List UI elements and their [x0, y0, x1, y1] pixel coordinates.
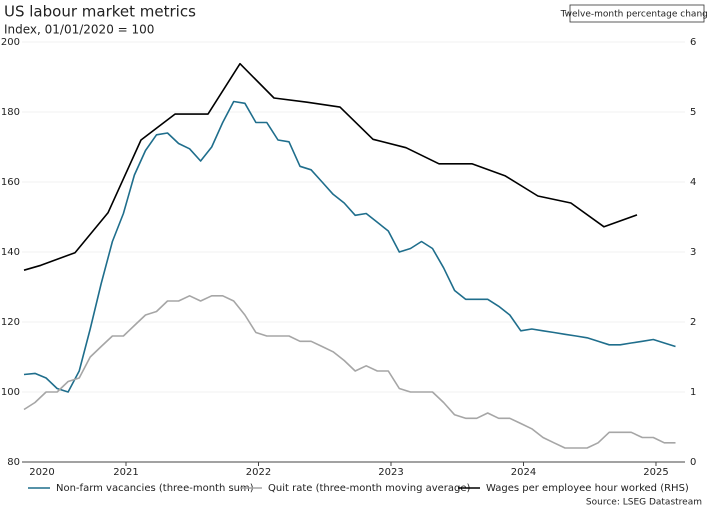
y2-tick-label: 1 — [690, 387, 696, 398]
legend-label: Wages per employee hour worked (RHS) — [486, 483, 689, 494]
x-tick-label: 2020 — [29, 467, 54, 478]
legend-label: Non-farm vacancies (three-month sum) — [56, 483, 254, 494]
y-tick-label: 80 — [7, 457, 20, 468]
legend-label: Quit rate (three-month moving average) — [268, 483, 471, 494]
annotation-box — [569, 4, 705, 23]
y-tick-label: 160 — [1, 177, 20, 188]
x-tick-label: 2023 — [378, 467, 403, 478]
y-tick-label: 180 — [1, 107, 20, 118]
chart-title: US labour market metrics — [4, 3, 196, 21]
x-tick-label: 2021 — [113, 467, 138, 478]
source: Source: LSEG Datastream — [586, 498, 702, 508]
y2-tick-label: 3 — [690, 247, 696, 258]
y2-tick-label: 0 — [690, 457, 696, 468]
chart-subtitle: Index, 01/01/2020 = 100 — [4, 23, 154, 37]
y2-tick-label: 4 — [690, 177, 696, 188]
series-line — [23, 294, 676, 449]
series-line — [23, 100, 676, 393]
series-line — [23, 62, 638, 271]
x-tick-label: 2024 — [511, 467, 536, 478]
y-tick-label: 200 — [1, 37, 20, 48]
y-tick-label: 140 — [1, 247, 20, 258]
y2-tick-label: 2 — [690, 317, 696, 328]
y2-tick-label: 6 — [690, 37, 696, 48]
y-tick-label: 120 — [1, 317, 20, 328]
y2-tick-label: 5 — [690, 107, 696, 118]
annotation: Twelve-month percentage change — [560, 10, 707, 20]
y-tick-label: 100 — [1, 387, 20, 398]
x-tick-label: 2025 — [643, 467, 668, 478]
x-tick-label: 2022 — [246, 467, 271, 478]
